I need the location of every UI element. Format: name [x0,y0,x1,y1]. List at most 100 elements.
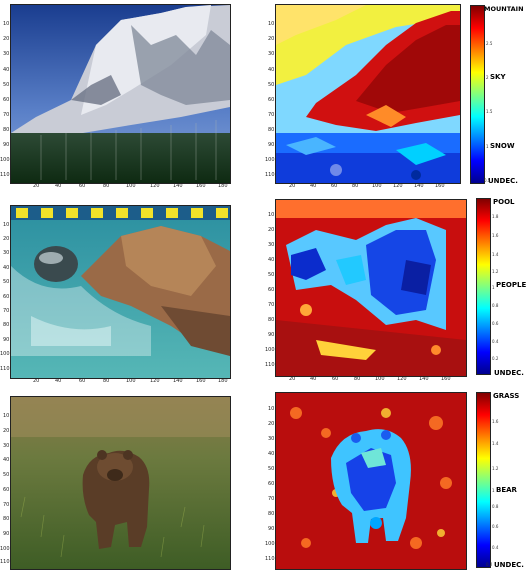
y-tick: 110 [0,366,10,372]
y-tick: 70 [268,302,275,308]
x-tick: 140 [419,376,429,382]
x-tick: 60 [79,378,86,384]
y-tick: 100 [265,157,275,163]
y-tick: 80 [3,322,10,328]
y-tick: 50 [3,472,10,478]
y-tick: 60 [3,97,10,103]
bear-photo [10,396,231,570]
mountain-x-axis: 20 40 60 80 100 120 140 160 180 [10,184,229,192]
x-tick: 180 [218,183,228,189]
y-tick: 90 [268,142,275,148]
y-tick: 100 [0,546,10,552]
x-tick: 120 [393,183,403,189]
y-tick: 30 [268,242,275,248]
y-tick: 80 [268,511,275,517]
colorbar-tick: 1.4 [492,252,499,257]
bear-heatmap-y-axis: 10 20 30 40 50 60 70 80 90 100 110 [262,392,275,568]
colorbar-tick: 0.2 [492,356,499,361]
y-tick: 70 [3,308,10,314]
colorbar-tick: 2 [486,75,489,80]
y-tick: 40 [3,457,10,463]
y-tick: 20 [3,428,10,434]
colorbar-tick: 1.2 [492,466,499,471]
colorbar-tick: 0.8 [492,303,499,308]
x-tick: 160 [196,378,206,384]
x-tick: 180 [218,378,228,384]
x-tick: 60 [79,183,86,189]
mountain-heatmap-art [276,5,460,183]
x-tick: 40 [310,376,317,382]
y-tick: 100 [265,347,275,353]
colorbar-tick: 1.6 [492,233,499,238]
y-tick: 110 [265,172,275,178]
x-tick: 40 [310,183,317,189]
colorbar-3 [476,392,491,568]
mountain-y-axis: 10 20 30 40 50 60 70 80 90 100 110 [0,4,10,182]
mountain-photo-art [11,5,230,183]
x-tick: 20 [289,183,296,189]
y-tick: 90 [3,337,10,343]
x-tick: 100 [372,183,382,189]
y-tick: 30 [268,436,275,442]
colorbar-label: PEOPLE [496,281,527,289]
y-tick: 70 [3,502,10,508]
x-tick: 100 [126,183,136,189]
y-tick: 100 [265,541,275,547]
x-tick: 80 [103,378,110,384]
y-tick: 80 [3,127,10,133]
y-tick: 110 [265,556,275,562]
y-tick: 90 [268,526,275,532]
y-tick: 70 [268,112,275,118]
y-tick: 110 [265,362,275,368]
y-tick: 10 [3,222,10,228]
x-tick: 160 [435,183,445,189]
swimmer-y-axis: 10 20 30 40 50 60 70 80 90 100 110 [0,205,10,377]
colorbar-label: UNDEC. [494,561,524,569]
colorbar-tick: 0.4 [492,339,499,344]
y-tick: 40 [268,67,275,73]
colorbar-2 [476,198,491,375]
y-tick: 40 [3,67,10,73]
swimmer-x-axis: 20 40 60 80 100 120 140 160 180 [10,379,229,387]
y-tick: 40 [268,257,275,263]
colorbar-tick: 0.8 [492,504,499,509]
x-tick: 80 [352,183,359,189]
bear-heatmap-art [276,393,466,569]
x-tick: 140 [173,183,183,189]
bear-y-axis: 10 20 30 40 50 60 70 80 90 100 110 [0,396,10,568]
y-tick: 10 [3,413,10,419]
y-tick: 80 [268,127,275,133]
swimmer-photo [10,205,231,379]
mountain-heatmap-x-axis: 20 40 60 80 100 120 140 160 [275,184,459,192]
y-tick: 60 [3,294,10,300]
y-tick: 30 [3,51,10,57]
x-tick: 120 [397,376,407,382]
y-tick: 90 [3,531,10,537]
x-tick: 60 [332,376,339,382]
x-tick: 20 [289,376,296,382]
colorbar-label: GRASS [493,392,520,400]
y-tick: 50 [268,272,275,278]
y-tick: 100 [0,157,10,163]
y-tick: 20 [268,421,275,427]
colorbar-tick: 0.4 [492,545,499,550]
y-tick: 20 [268,36,275,42]
x-tick: 100 [375,376,385,382]
y-tick: 10 [268,21,275,27]
x-tick: 20 [33,378,40,384]
x-tick: 160 [196,183,206,189]
y-tick: 80 [268,317,275,323]
x-tick: 60 [331,183,338,189]
colorbar-label: UNDEC. [494,369,524,377]
x-tick: 100 [126,378,136,384]
colorbar-tick: 1 [486,144,489,149]
y-tick: 90 [3,142,10,148]
mountain-heatmap [275,4,461,184]
x-tick: 80 [103,183,110,189]
y-tick: 110 [0,559,10,565]
x-tick: 80 [354,376,361,382]
colorbar-tick: 0.2 [486,562,493,567]
x-tick: 20 [33,183,40,189]
y-tick: 20 [3,236,10,242]
y-tick: 110 [0,172,10,178]
